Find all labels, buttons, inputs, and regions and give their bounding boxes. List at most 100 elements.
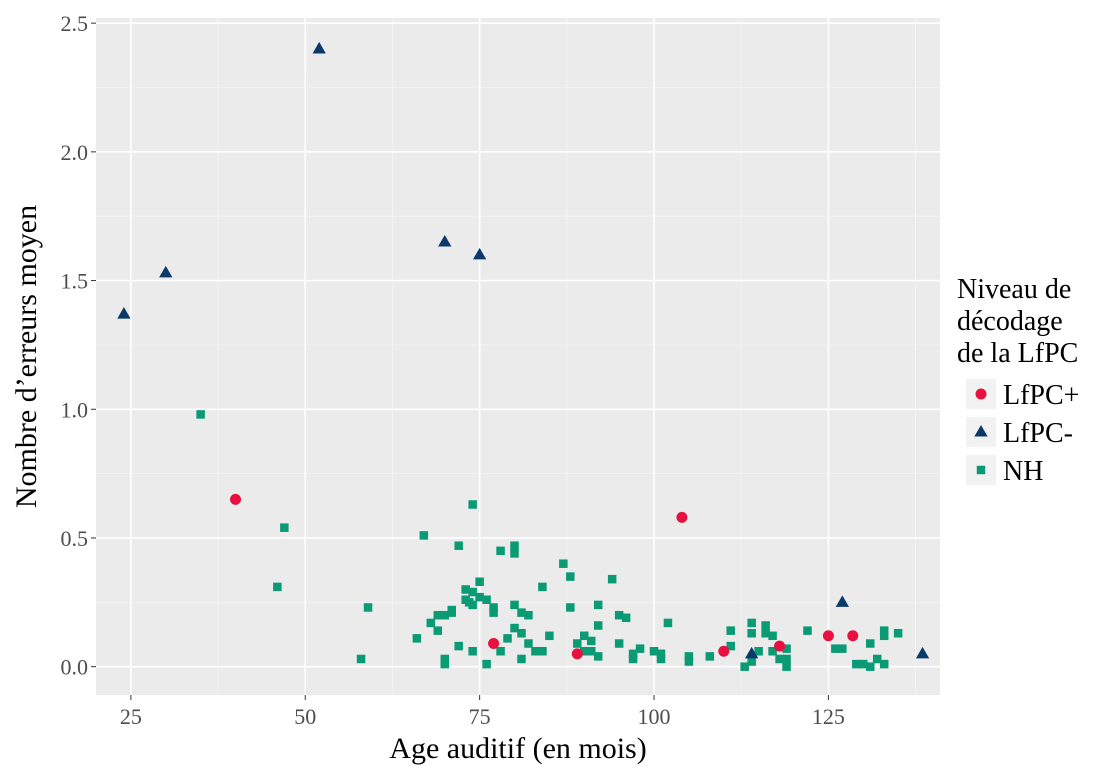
data-point-square — [426, 618, 436, 628]
data-point-square — [273, 582, 282, 592]
data-point-square — [538, 646, 547, 656]
data-point-square — [454, 541, 463, 550]
data-point-square — [747, 618, 756, 628]
data-point-square — [566, 572, 575, 581]
plot-panel — [96, 18, 940, 695]
legend: Niveau de décodage de la LfPC LfPC+ LfPC-… — [957, 274, 1079, 487]
data-point-square — [356, 654, 366, 664]
legend-title-line-3: de la LfPC — [957, 338, 1078, 369]
data-point-circle — [822, 630, 834, 642]
data-point-square — [573, 639, 582, 648]
data-point-square — [566, 603, 575, 612]
data-point-square — [475, 577, 484, 586]
data-point-square — [510, 549, 519, 558]
data-point-square — [782, 654, 791, 664]
data-point-square — [482, 595, 491, 605]
data-point-square — [531, 646, 540, 656]
y-tick-label: 1.0 — [61, 397, 89, 422]
data-point-square — [635, 644, 645, 653]
data-point-square — [489, 608, 498, 617]
data-point-square — [621, 613, 631, 623]
data-point-square — [726, 626, 735, 635]
data-point-square — [628, 649, 638, 659]
data-point-square — [865, 639, 875, 648]
data-point-square — [754, 646, 763, 656]
data-point-square — [775, 654, 784, 664]
data-point-square — [607, 574, 617, 584]
data-point-square — [440, 654, 450, 664]
data-point-triangle — [472, 247, 487, 260]
data-point-square — [782, 662, 791, 671]
data-point-circle — [847, 630, 859, 642]
y-tick-label: 1.5 — [61, 269, 89, 294]
data-point-circle — [774, 640, 786, 652]
data-point-square — [517, 608, 526, 617]
data-point-triangle — [745, 646, 759, 659]
data-point-triangle — [312, 41, 326, 54]
data-point-square — [538, 582, 547, 592]
legend-label: NH — [1003, 456, 1043, 487]
legend-items: LfPC+ LfPC- NH — [966, 379, 1079, 487]
data-point-square — [803, 626, 812, 635]
data-point-square — [705, 652, 715, 661]
x-tick-label: 100 — [638, 704, 671, 729]
legend-label: LfPC+ — [1003, 380, 1079, 411]
data-point-square — [433, 610, 443, 620]
data-point-square — [740, 662, 749, 671]
x-tick-label: 50 — [294, 704, 316, 729]
legend-key-triangle — [974, 425, 988, 437]
data-point-triangle — [438, 234, 452, 247]
data-point-square — [196, 410, 205, 419]
data-point-square — [545, 631, 554, 641]
data-point-square — [684, 652, 694, 661]
y-axis-title: Nombre d’erreurs moyen — [10, 205, 43, 508]
data-point-square — [761, 628, 770, 638]
data-point-square — [454, 641, 463, 651]
data-point-circle — [230, 493, 242, 505]
data-points — [117, 41, 930, 671]
data-point-square — [726, 641, 735, 651]
data-point-square — [440, 659, 450, 669]
data-point-square — [503, 634, 512, 643]
data-point-square — [879, 631, 889, 641]
x-tick-label: 25 — [120, 704, 142, 729]
data-point-square — [649, 646, 659, 656]
data-point-triangle — [117, 307, 131, 319]
data-point-square — [593, 652, 603, 661]
data-point-square — [559, 559, 568, 568]
data-point-square — [893, 628, 903, 638]
y-tick-label: 2.0 — [61, 140, 89, 165]
data-point-square — [524, 639, 533, 648]
data-point-triangle — [835, 595, 849, 607]
data-point-square — [656, 654, 666, 664]
data-point-triangle — [915, 646, 930, 659]
data-point-square — [768, 631, 777, 641]
data-point-square — [468, 646, 477, 656]
data-point-square — [419, 531, 429, 540]
data-point-square — [496, 646, 505, 656]
y-tick-label: 2.5 — [61, 11, 89, 36]
data-point-square — [879, 659, 889, 669]
data-point-square — [517, 628, 526, 638]
data-point-circle — [488, 638, 500, 650]
data-point-square — [468, 500, 477, 509]
data-point-square — [510, 600, 519, 610]
data-point-square — [872, 654, 882, 664]
data-point-square — [482, 659, 491, 669]
data-point-square — [510, 541, 519, 550]
data-point-square — [447, 605, 456, 615]
data-point-square — [593, 600, 603, 610]
data-point-square — [859, 659, 868, 669]
data-point-square — [363, 603, 373, 612]
x-tick-label: 75 — [469, 704, 491, 729]
data-point-square — [580, 631, 589, 641]
data-point-square — [475, 592, 484, 602]
legend-key-circle — [975, 388, 987, 400]
data-point-circle — [571, 648, 583, 660]
data-point-square — [468, 600, 477, 610]
y-axis-ticks: 0.0 0.5 1.0 1.5 2.0 2.5 — [61, 11, 96, 680]
y-tick-label: 0.5 — [61, 526, 89, 551]
data-point-square — [628, 654, 638, 664]
legend-label: LfPC- — [1003, 418, 1073, 449]
